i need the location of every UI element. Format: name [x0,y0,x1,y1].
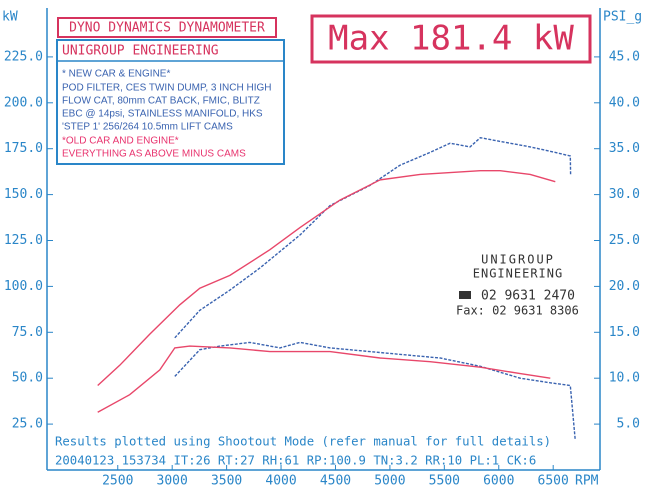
max-power: Max 181.4 kW [328,19,574,59]
info-title: UNIGROUP ENGINEERING [62,44,219,59]
info-line: FLOW CAT, 80mm CAT BACK, FMIC, BLITZ [62,96,260,107]
y-tick-label: 125.0 [4,233,43,248]
stamp: UNIGROUP [481,253,555,267]
series-line [97,170,556,387]
max-box [310,14,592,64]
y2-tick-label: 15.0 [609,325,640,340]
y-tick-label: 225.0 [4,49,43,64]
y-tick-label: 150.0 [4,187,43,202]
stamp: 02 9631 2470 [481,289,575,304]
x-tick-label: 2500 [102,474,133,489]
x-tick-label: 5500 [429,474,460,489]
phone-icon [459,291,471,299]
info-line: EBC @ 14psi, STAINLESS MANIFOLD, HKS [62,109,263,120]
stamp: Fax: 02 9631 8306 [456,304,579,318]
footer: Results plotted using Shootout Mode (ref… [55,435,551,449]
y2-axis-label: PSI_g [603,10,642,25]
legend-new: * NEW CAR & ENGINE* [62,69,170,80]
info-line: POD FILTER, CES TWIN DUMP, 3 INCH HIGH [62,83,271,94]
y2-tick-label: 10.0 [609,371,640,386]
series-line [174,136,572,339]
header: DYNO DYNAMICS DYNAMOMETER [69,21,265,36]
x-tick-label: 5000 [374,474,405,489]
y2-tick-label: 30.0 [609,187,640,202]
y2-tick-label: 25.0 [609,233,640,248]
y-tick-label: 50.0 [12,371,43,386]
y-tick-label: 100.0 [4,279,43,294]
x-tick-label: 4000 [265,474,296,489]
y2-tick-label: 35.0 [609,141,640,156]
y2-tick-label: 20.0 [609,279,640,294]
y-tick-label: 175.0 [4,141,43,156]
info-line: 'STEP 1' 256/264 10.5mm LIFT CAMS [62,122,233,133]
y-axis-label: kW [2,10,18,25]
x-tick-label: 3500 [211,474,242,489]
y2-tick-label: 5.0 [617,417,640,432]
y-tick-label: 75.0 [12,325,43,340]
y2-tick-label: 40.0 [609,95,640,110]
footer: 20040123 153734 IT:26 RT:27 RH:61 RP:100… [55,454,536,468]
x-tick-label: 4500 [320,474,351,489]
info-line: EVERYTHING AS ABOVE MINUS CAMS [62,149,246,160]
y-tick-label: 200.0 [4,95,43,110]
x-tick-label: 6500 [538,474,569,489]
series-line [97,345,551,413]
series-line [174,341,576,440]
x-tick-label: 6000 [483,474,514,489]
y2-tick-label: 45.0 [609,49,640,64]
x-axis-label: RPM [575,474,599,489]
legend-old: *OLD CAR AND ENGINE* [62,136,179,147]
y-tick-label: 25.0 [12,417,43,432]
stamp: ENGINEERING [473,267,563,281]
x-tick-label: 3000 [157,474,188,489]
header-box [57,17,277,38]
